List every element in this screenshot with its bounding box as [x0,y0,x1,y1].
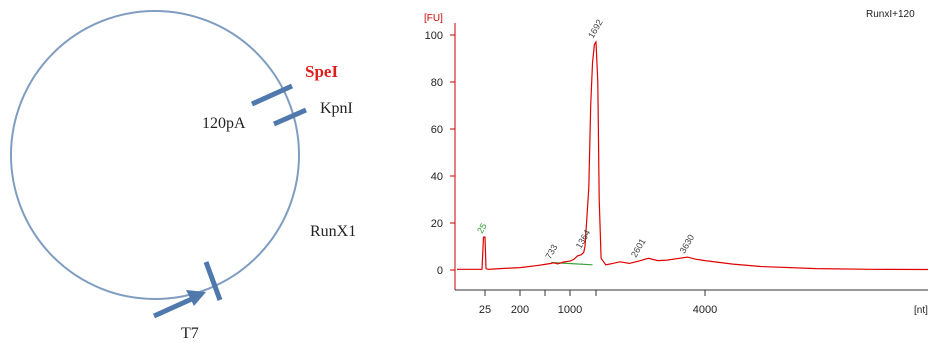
y-tick-label: 80 [431,77,443,89]
kpn-site-label: KpnI [320,100,353,117]
peak-label: 2601 [629,237,648,259]
peak-label: 25 [475,221,489,235]
plasmid-circle [10,10,300,300]
x-axis-label: [nt] [914,305,928,316]
y-tick-label: 0 [437,265,443,277]
series-trace-line [457,40,929,271]
x-tick-label: 4000 [693,304,717,316]
plasmid-map: SpeI 120pA KpnI RunX1 T7 [10,10,356,342]
peak-labels: 25 733 1364 1692 2601 3630 [475,18,696,261]
x-tick-label: 1000 [558,304,582,316]
peak-label: 733 [543,243,559,261]
spe-site-label: SpeI [305,62,338,81]
baseline-line [551,261,593,266]
t7-arrow-shaft [152,295,196,319]
gene-label: RunX1 [310,223,356,240]
t7-site-marker [203,261,223,301]
peak-label: 1692 [586,18,605,40]
y-axis-ticks: 0 20 40 60 80 100 [425,30,455,277]
kpn-site-marker [272,107,308,127]
x-tick-label: 200 [511,304,529,316]
peak-label: 1364 [574,228,593,250]
chart-title: RunxI+120 [866,9,915,20]
pa-label: 120pA [202,115,246,132]
promoter-label: T7 [181,325,199,342]
y-tick-label: 40 [431,171,443,183]
y-tick-label: 60 [431,124,443,136]
t7-arrow-head [186,290,206,306]
x-tick-label: 25 [479,304,491,316]
y-tick-label: 100 [425,30,443,42]
x-axis-ticks: 25 200 1000 4000 [479,290,717,316]
peak-label: 3630 [678,233,697,255]
spe-site-marker [250,83,294,107]
electropherogram: 0 20 40 60 80 100 25 200 1000 4000 [FU] [nt] Run… [424,9,928,316]
y-axis-label: [FU] [424,13,443,24]
y-tick-label: 20 [431,218,443,230]
